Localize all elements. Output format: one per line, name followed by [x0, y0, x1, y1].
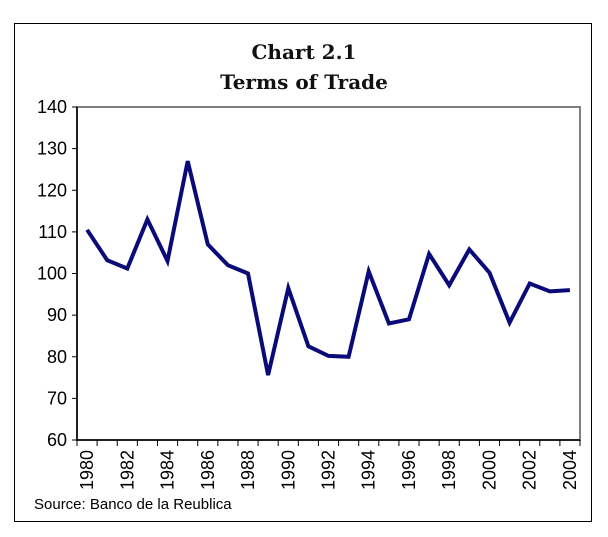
x-tick-label: 1986: [198, 450, 218, 490]
x-tick-label: 1984: [158, 450, 178, 490]
plot-area: [76, 106, 581, 441]
y-tick-label: 110: [38, 222, 67, 242]
x-tick-label: 1998: [439, 450, 459, 490]
series-line: [85, 160, 571, 376]
chart-title: Chart 2.1: [251, 40, 357, 64]
x-tick-label: 2002: [520, 450, 540, 490]
y-tick-label: 90: [47, 305, 67, 325]
x-tick-label: 1996: [399, 450, 419, 490]
x-tick-label: 1982: [117, 450, 137, 490]
source-note: Source: Banco de la Reublica: [34, 496, 232, 513]
chart-subtitle: Terms of Trade: [220, 70, 388, 94]
x-tick-label: 1992: [319, 450, 339, 490]
x-tick-label: 2004: [560, 450, 580, 490]
y-tick-label: 140: [37, 97, 67, 117]
y-tick-label: 100: [37, 264, 67, 284]
x-tick-label: 2000: [479, 450, 499, 490]
x-tick-label: 1990: [278, 450, 298, 490]
y-tick-label: 70: [47, 388, 67, 408]
y-tick-label: 130: [37, 139, 67, 159]
y-tick-label: 60: [47, 430, 67, 450]
y-tick-label: 80: [47, 347, 67, 367]
chart-frame: [14, 23, 592, 522]
x-tick-label: 1980: [77, 450, 97, 490]
y-tick-label: 120: [37, 180, 67, 200]
x-tick-label: 1994: [359, 450, 379, 490]
x-tick-label: 1988: [238, 450, 258, 490]
